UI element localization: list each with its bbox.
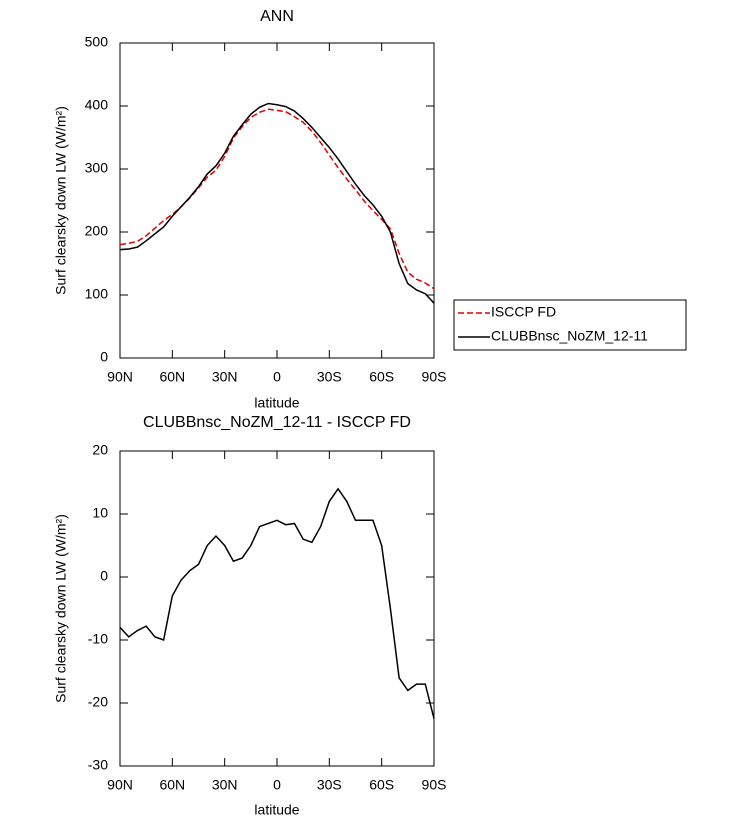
legend-box (453, 299, 687, 351)
y-tick-label: 400 (85, 97, 109, 113)
data-line (119, 108, 435, 290)
y-tick-label: -10 (88, 631, 108, 647)
y-tick-label: 200 (85, 223, 109, 239)
y-axis-label: Surf clearsky down LW (W/m²) (53, 514, 69, 703)
y-tick-label: 100 (85, 286, 109, 302)
x-tick-label: 60S (369, 777, 394, 793)
x-tick-label: 60N (159, 369, 185, 385)
chart-title: ANN (260, 8, 294, 25)
x-axis-label: latitude (254, 395, 299, 411)
data-line (119, 487, 435, 719)
x-tick-label: 30N (212, 777, 238, 793)
data-line (119, 102, 435, 304)
y-tick-label: 500 (85, 34, 109, 50)
x-tick-label: 90S (422, 369, 447, 385)
x-tick-label: 60N (159, 777, 185, 793)
x-tick-label: 90S (422, 777, 447, 793)
y-tick-label: -30 (88, 757, 108, 773)
y-tick-label: 300 (85, 160, 109, 176)
plot-frame (119, 42, 435, 359)
x-tick-label: 30S (317, 369, 342, 385)
x-tick-label: 0 (273, 369, 281, 385)
x-tick-label: 60S (369, 369, 394, 385)
x-tick-label: 0 (273, 777, 281, 793)
chart-title: CLUBBnsc_NoZM_12-11 - ISCCP FD (143, 414, 411, 431)
x-tick-label: 90N (107, 777, 133, 793)
y-tick-label: 0 (100, 568, 108, 584)
legend-label: ISCCP FD (491, 304, 556, 320)
y-tick-label: 0 (100, 349, 108, 365)
y-tick-label: -20 (88, 694, 108, 710)
plot-frame (119, 450, 435, 767)
y-axis-label: Surf clearsky down LW (W/m²) (53, 106, 69, 295)
x-tick-label: 30N (212, 369, 238, 385)
x-axis-label: latitude (254, 802, 299, 818)
y-tick-label: 20 (92, 442, 108, 458)
y-tick-label: 10 (92, 505, 108, 521)
legend-label: CLUBBnsc_NoZM_12-11 (491, 328, 648, 344)
x-tick-label: 90N (107, 369, 133, 385)
x-tick-label: 30S (317, 777, 342, 793)
